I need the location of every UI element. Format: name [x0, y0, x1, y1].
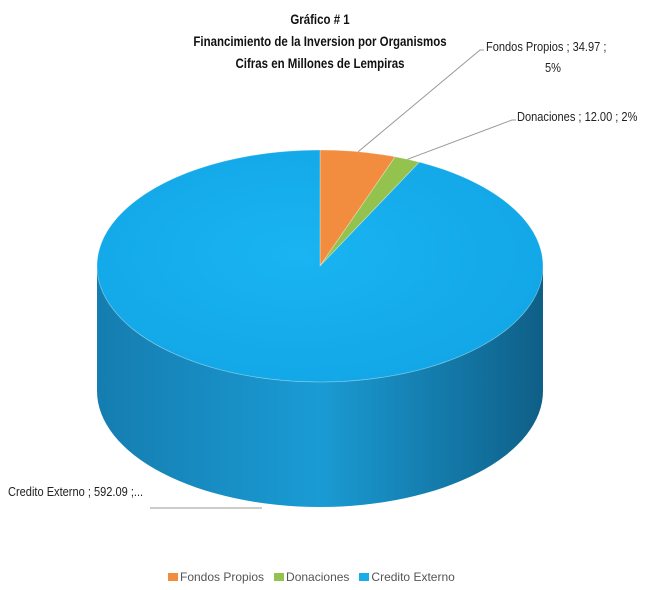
chart-title-line-3: Cifras en Millones de Lempiras	[235, 55, 405, 71]
legend-item-donaciones: Donaciones	[274, 570, 349, 584]
chart-title: Gráfico # 1 Financimiento de la Inversio…	[150, 8, 490, 74]
legend-swatch-fondos-propios	[168, 573, 178, 581]
pie-side-wall	[97, 266, 543, 507]
legend-item-fondos-propios: Fondos Propios	[168, 570, 264, 584]
leader-line-donaciones	[407, 119, 516, 160]
data-label-fondos-propios: Fondos Propios ; 34.97 ;	[486, 39, 607, 54]
data-label-credito-externo: Credito Externo ; 592.09 ;...	[8, 484, 144, 499]
data-label-donaciones: Donaciones ; 12.00 ; 2%	[517, 109, 638, 124]
slice-credito-externo	[96, 149, 544, 383]
legend-label-credito-externo: Credito Externo	[371, 570, 455, 584]
legend-label-donaciones: Donaciones	[286, 570, 350, 584]
data-label-fondos-propios-pct: 5%	[545, 60, 561, 75]
slice-fondos-propios	[319, 149, 396, 268]
chart-title-line-2: Financimiento de la Inversion por Organi…	[193, 33, 447, 49]
legend-swatch-credito-externo	[359, 573, 370, 581]
legend-item-credito-externo: Credito Externo	[359, 570, 455, 584]
chart-legend: Fondos Propios Donaciones Credito Extern…	[168, 570, 455, 584]
legend-swatch-donaciones	[274, 573, 285, 581]
legend-label-fondos-propios: Fondos Propios	[180, 570, 265, 584]
chart-title-line-1: Gráfico # 1	[290, 11, 350, 27]
leader-line-fondos-propios	[357, 49, 484, 153]
